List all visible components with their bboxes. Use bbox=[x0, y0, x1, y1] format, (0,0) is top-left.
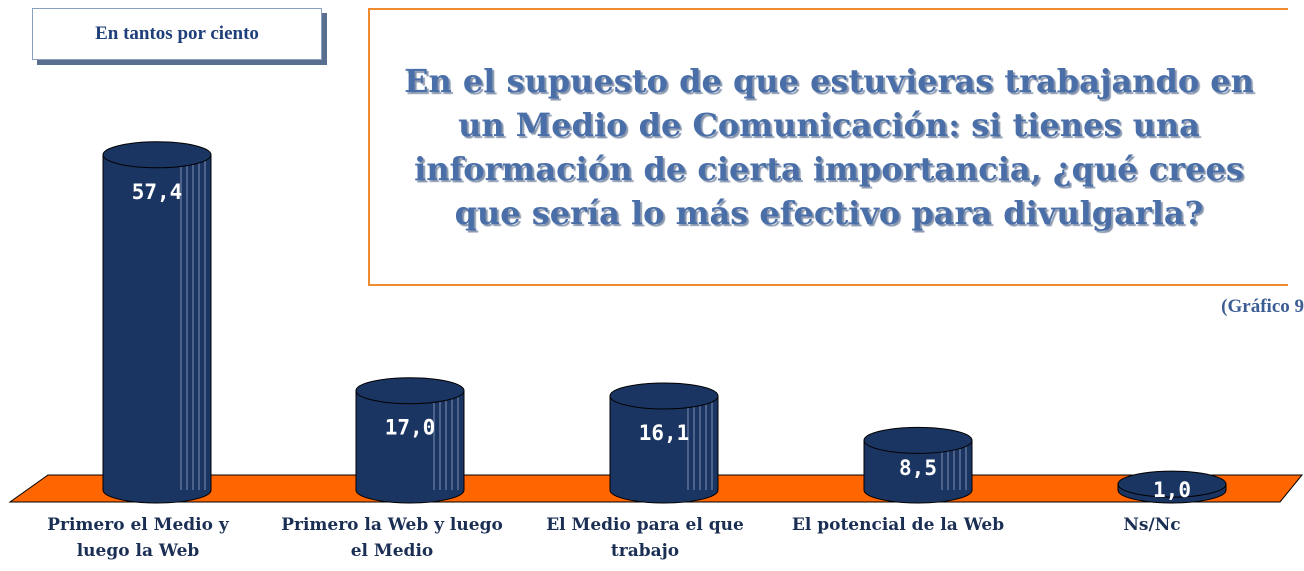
bar bbox=[1117, 470, 1227, 504]
bar bbox=[863, 426, 973, 504]
data-label: 16,1 bbox=[639, 421, 690, 445]
x-tick-label: El Medio para el que trabajo bbox=[546, 515, 744, 561]
data-label: 17,0 bbox=[385, 416, 436, 440]
bar-part bbox=[356, 390, 464, 490]
x-tick-label: Primero la Web y luego el Medio bbox=[281, 515, 503, 561]
bar bbox=[355, 377, 465, 504]
chart-title: En el supuesto de que estuvieras trabaja… bbox=[368, 8, 1288, 286]
bar-part bbox=[863, 426, 973, 454]
bar-part bbox=[1117, 470, 1227, 498]
bar-part bbox=[103, 154, 211, 490]
annotation: (Gráfico 9 bbox=[1221, 296, 1304, 317]
data-label: 57,4 bbox=[132, 180, 183, 204]
bar-part bbox=[609, 382, 719, 410]
x-tick-label: Primero el Medio y luego la Web bbox=[47, 515, 229, 561]
bar-part bbox=[355, 377, 465, 405]
bar bbox=[102, 141, 212, 504]
x-tick-label: Ns/Nc bbox=[1123, 515, 1181, 535]
subtitle: En tantos por ciento bbox=[32, 8, 322, 60]
bar-part bbox=[102, 141, 212, 169]
bar bbox=[609, 382, 719, 504]
data-label: 1,0 bbox=[1153, 478, 1191, 502]
data-label: 8,5 bbox=[899, 456, 937, 480]
x-tick-label: El potencial de la Web bbox=[791, 515, 1005, 535]
